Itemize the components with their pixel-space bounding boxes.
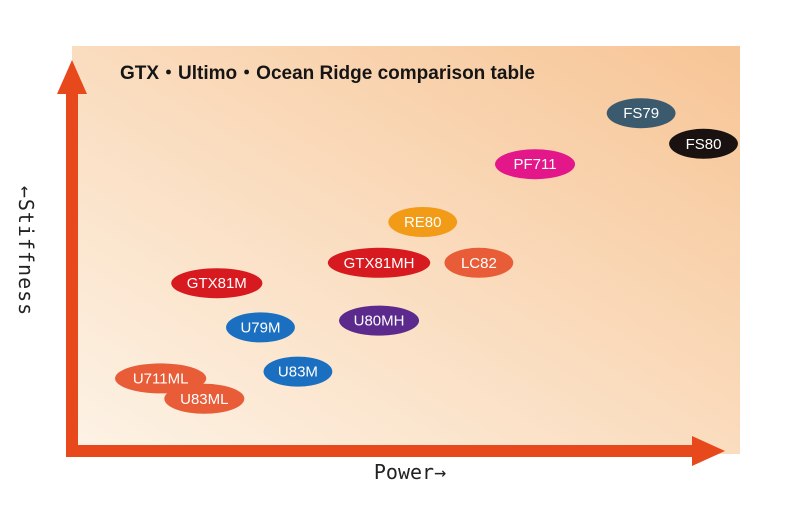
data-point-label: FS79: [623, 105, 659, 122]
data-point-marker: [226, 312, 295, 343]
data-point-label: GTX81MH: [344, 255, 415, 272]
data-point-u79m: U79M: [226, 312, 295, 343]
x-axis-label: Power→: [373, 460, 447, 484]
y-axis-arrowhead: [57, 60, 87, 94]
data-point-label: U711ML: [133, 370, 189, 387]
data-point-label: U83M: [278, 364, 318, 381]
data-point-marker: [263, 356, 333, 387]
data-point-gtx81mh: GTX81MH: [327, 247, 431, 278]
data-point-u711ml: U711ML: [115, 363, 207, 394]
chart-title: GTX・Ultimo・Ocean Ridge comparison table: [120, 63, 535, 84]
data-point-marker: [444, 247, 514, 278]
data-point-re80: RE80: [388, 207, 458, 237]
data-point-marker: [115, 363, 207, 394]
y-axis-label: ←Stiffness: [14, 185, 38, 317]
x-axis-arrowhead: [692, 436, 725, 466]
data-point-label: PF711: [513, 156, 556, 173]
data-point-marker: [164, 383, 245, 414]
data-point-label: U83ML: [180, 391, 228, 408]
data-point-gtx81m: GTX81M: [171, 268, 263, 299]
data-point-lc82: LC82: [444, 247, 514, 278]
data-point-marker: [669, 128, 738, 159]
data-point-marker: [495, 149, 576, 180]
y-axis-label-wrap: ←Stiffness: [8, 176, 44, 326]
data-point-fs79: FS79: [606, 98, 676, 129]
data-point-u80mh: U80MH: [339, 305, 420, 336]
data-point-marker: [327, 247, 431, 278]
data-point-fs80: FS80: [669, 128, 738, 159]
data-point-label: U79M: [240, 319, 280, 336]
data-point-u83m: U83M: [263, 356, 333, 387]
data-point-label: U80MH: [354, 313, 405, 330]
data-point-label: FS80: [686, 136, 722, 153]
x-axis-line: [66, 445, 695, 457]
data-point-marker: [339, 305, 420, 336]
data-point-label: RE80: [404, 214, 442, 231]
data-point-label: LC82: [461, 255, 497, 272]
data-point-label: GTX81M: [187, 275, 247, 292]
data-point-marker: [171, 268, 263, 299]
y-axis-line: [66, 92, 78, 457]
data-point-marker: [606, 98, 676, 129]
data-point-pf711: PF711: [495, 149, 576, 180]
data-point-marker: [388, 207, 458, 237]
data-point-u83ml: U83ML: [164, 383, 245, 414]
